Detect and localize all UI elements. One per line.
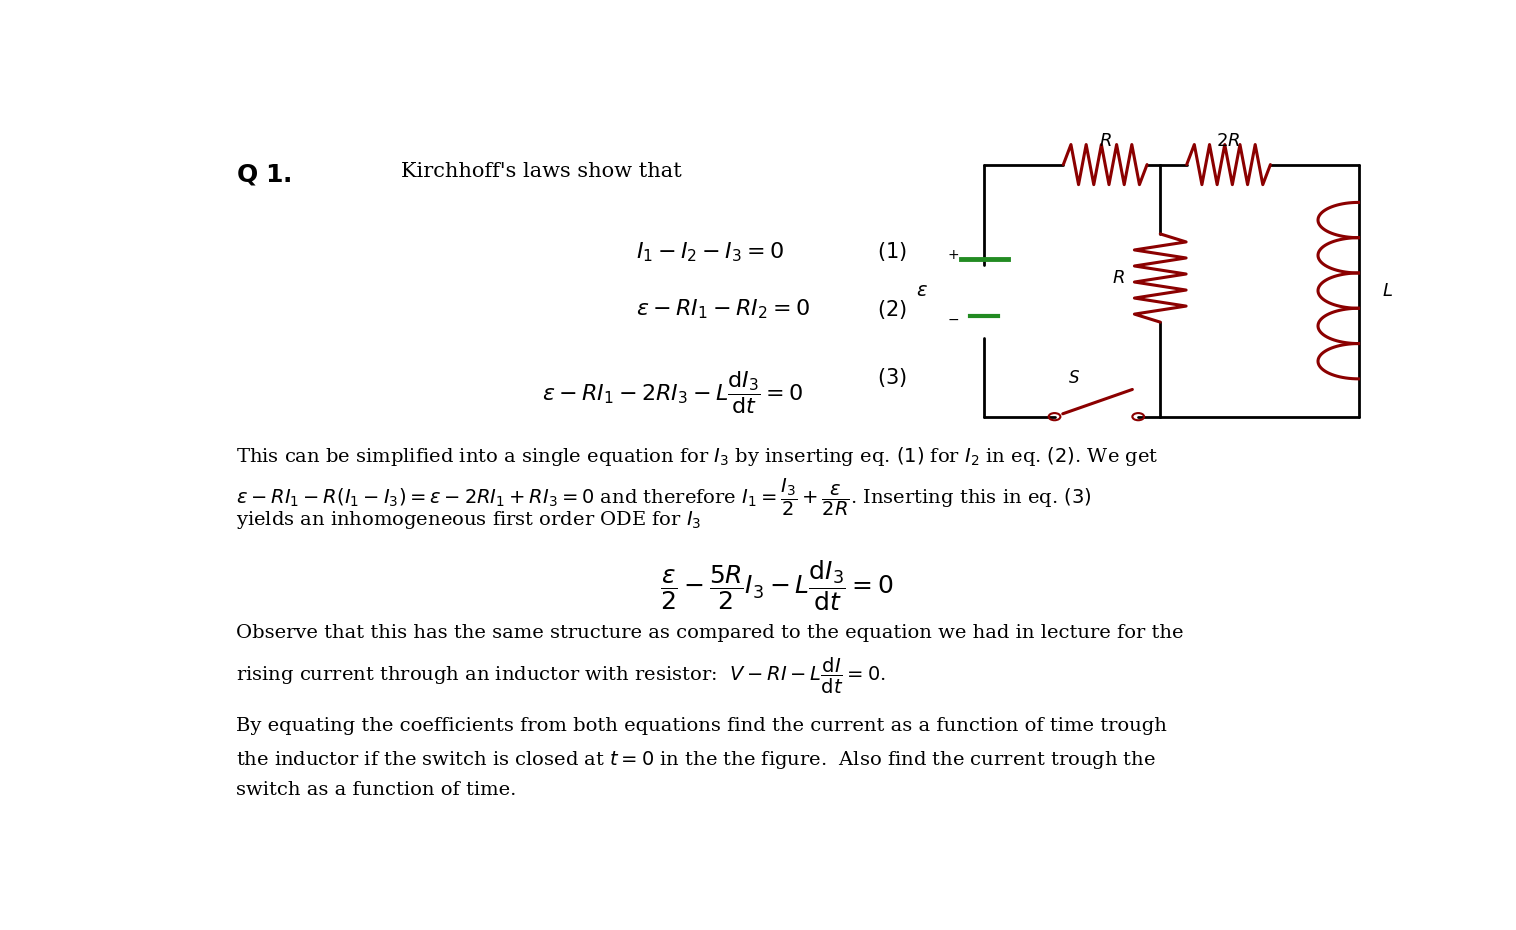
- Text: $-$: $-$: [948, 312, 960, 326]
- Text: $\varepsilon - RI_1 - 2RI_3 - L\dfrac{\mathrm{d}I_3}{\mathrm{d}t} = 0$: $\varepsilon - RI_1 - 2RI_3 - L\dfrac{\m…: [543, 369, 803, 416]
- Text: $\varepsilon - RI_1 - RI_2 = 0$: $\varepsilon - RI_1 - RI_2 = 0$: [637, 298, 810, 322]
- Text: $S$: $S$: [1069, 370, 1081, 388]
- Text: $(2)$: $(2)$: [876, 298, 907, 321]
- Text: switch as a function of time.: switch as a function of time.: [236, 781, 517, 799]
- Text: $L$: $L$: [1381, 282, 1393, 299]
- Text: Kirchhoff's laws show that: Kirchhoff's laws show that: [400, 162, 682, 180]
- Text: $R$: $R$: [1099, 132, 1111, 150]
- Text: By equating the coefficients from both equations find the current as a function : By equating the coefficients from both e…: [236, 717, 1167, 735]
- Text: Observe that this has the same structure as compared to the equation we had in l: Observe that this has the same structure…: [236, 624, 1184, 642]
- Text: $2R$: $2R$: [1216, 132, 1240, 150]
- Text: +: +: [948, 247, 960, 262]
- Text: $\varepsilon - RI_1 - R(I_1 - I_3) = \varepsilon - 2RI_1 + RI_3 = 0$ and therefo: $\varepsilon - RI_1 - R(I_1 - I_3) = \va…: [236, 477, 1092, 518]
- Text: $I_1 - I_2 - I_3 = 0$: $I_1 - I_2 - I_3 = 0$: [637, 241, 784, 264]
- Text: This can be simplified into a single equation for $I_3$ by inserting eq. $(1)$ f: This can be simplified into a single equ…: [236, 445, 1158, 468]
- Text: $\mathbf{Q\ 1.}$: $\mathbf{Q\ 1.}$: [236, 162, 293, 187]
- Text: $\varepsilon$: $\varepsilon$: [916, 282, 928, 299]
- Text: the inductor if the switch is closed at $t = 0$ in the the figure.  Also find th: the inductor if the switch is closed at …: [236, 749, 1157, 771]
- Text: $\dfrac{\varepsilon}{2} - \dfrac{5R}{2}I_3 - L\dfrac{\mathrm{d}I_3}{\mathrm{d}t}: $\dfrac{\varepsilon}{2} - \dfrac{5R}{2}I…: [659, 559, 894, 613]
- Text: rising current through an inductor with resistor:  $V - RI - L\dfrac{\mathrm{d}I: rising current through an inductor with …: [236, 656, 887, 696]
- Text: $(3)$: $(3)$: [876, 365, 907, 389]
- Text: $R$: $R$: [1113, 269, 1125, 287]
- Text: yields an inhomogeneous first order ODE for $I_3$: yields an inhomogeneous first order ODE …: [236, 509, 702, 531]
- Text: $(1)$: $(1)$: [876, 241, 907, 263]
